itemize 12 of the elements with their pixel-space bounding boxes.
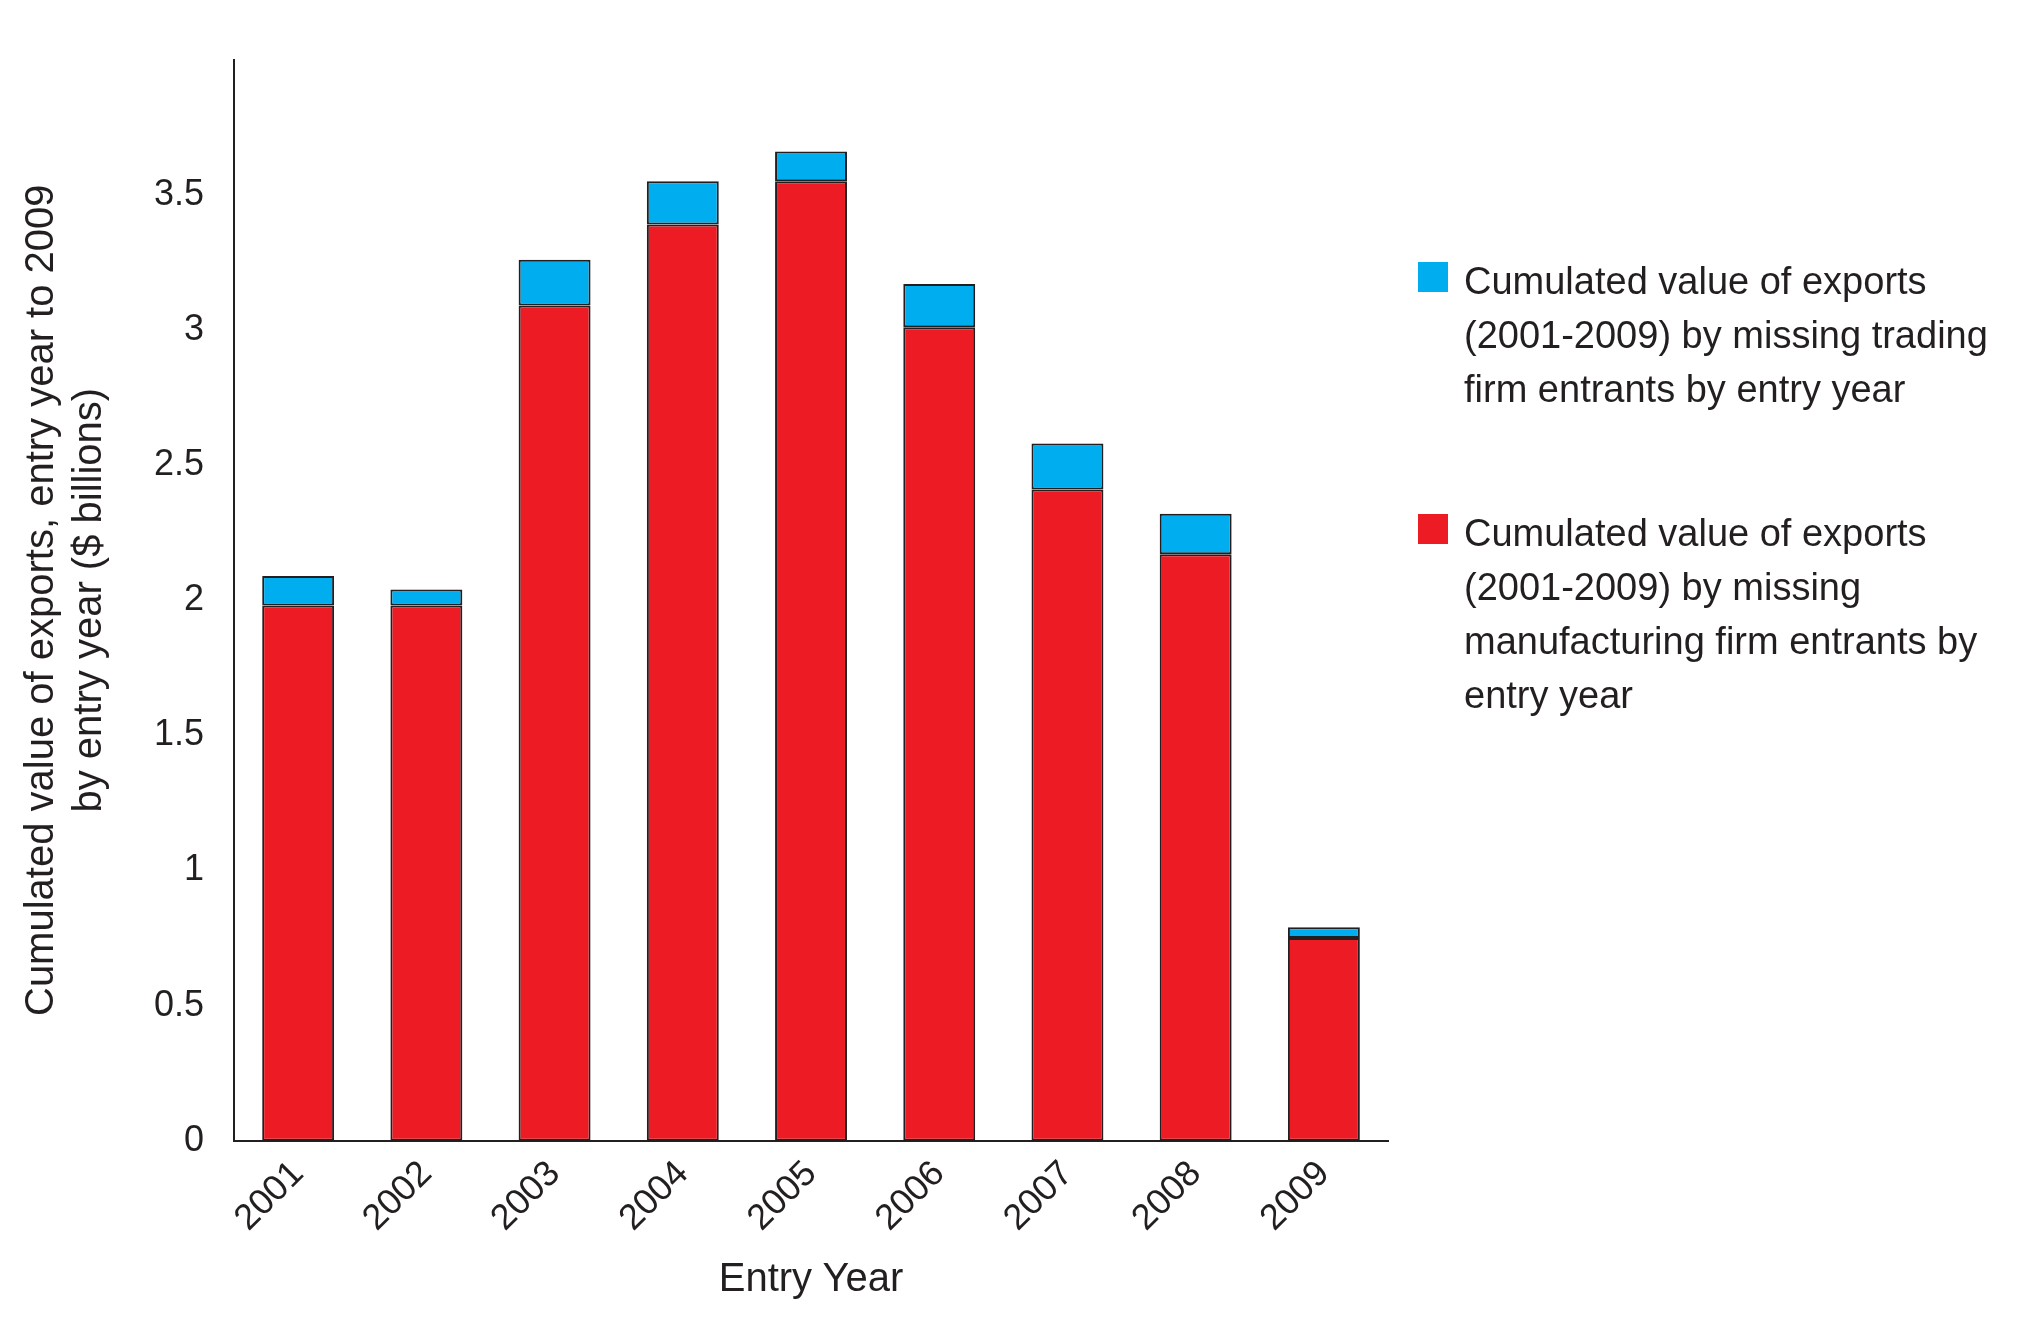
legend-label: Cumulated value of exports (2001-2009) by missing trading firm entrants by entry year [1464, 259, 1989, 412]
y-tick-label: 3.5 [154, 171, 205, 213]
y-tick-label: 3 [184, 306, 205, 348]
x-axis-title: Entry Year [718, 1255, 904, 1300]
legend-label: Cumulated value of exports (2001-2009) by missing manufacturing firm entrants by entry year [1464, 511, 1979, 718]
y-tick-label: 2 [184, 577, 205, 619]
y-tick-label: 0 [184, 1117, 205, 1159]
y-tick-label: 1.5 [154, 712, 205, 754]
y-tick-label: 2.5 [154, 441, 205, 483]
y-tick-label: 1 [184, 847, 205, 889]
y-tick-label: 0.5 [154, 982, 205, 1024]
y-axis-title: Cumulated value of exports, entry year to 2009 by entry year ($ billions) [17, 184, 110, 1017]
